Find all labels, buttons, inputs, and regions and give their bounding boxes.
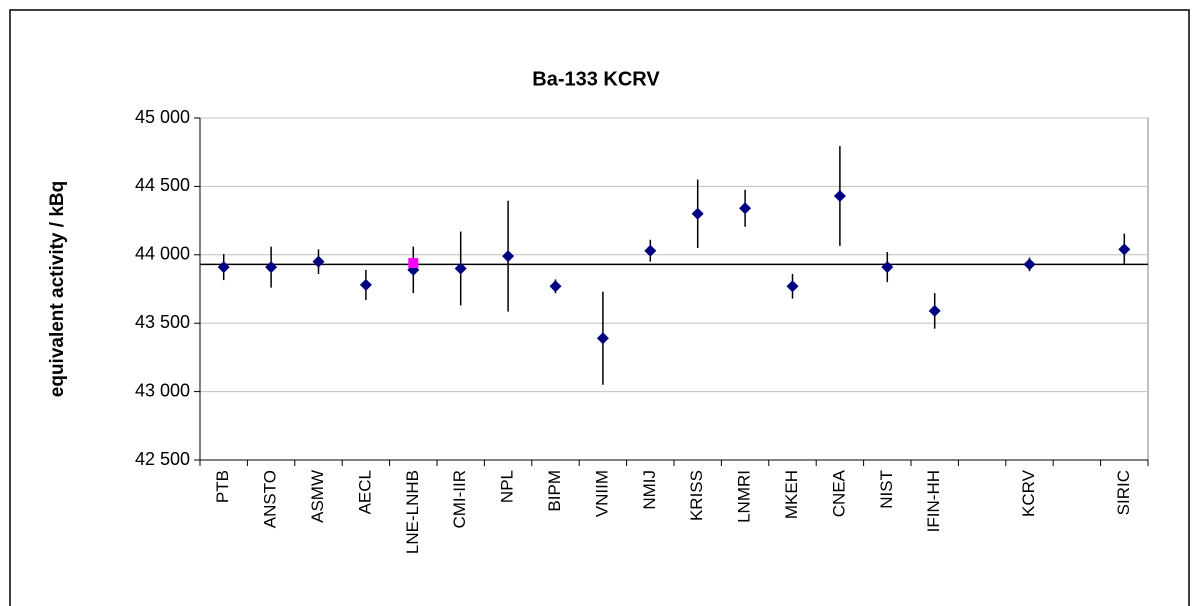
x-tick-label: KCRV [1019, 469, 1038, 517]
x-tick-label: AECL [355, 470, 374, 514]
marker [1118, 243, 1131, 256]
marker [502, 250, 515, 263]
marker [691, 207, 704, 220]
marker [1023, 258, 1036, 271]
x-tick-label: CNEA [829, 469, 848, 517]
y-tick-label: 44 500 [135, 175, 190, 195]
marker [549, 280, 562, 293]
x-tick-label: SIRIC [1114, 470, 1133, 515]
marker [596, 332, 609, 345]
x-tick-label: CMI-IIR [450, 470, 469, 529]
x-tick-label: ASMW [308, 470, 327, 523]
x-tick-label: NPL [498, 470, 517, 503]
x-tick-label: NMIJ [640, 470, 659, 510]
plot-area [199, 117, 1149, 461]
x-tick-label: KRISS [687, 470, 706, 521]
y-axis-label: equivalent activity / kBq [47, 181, 68, 397]
y-tick-label: 43 500 [135, 312, 190, 332]
marker [265, 261, 278, 274]
x-tick-label: ANSTO [261, 470, 280, 528]
x-tick-label: NIST [877, 470, 896, 509]
marker [881, 261, 894, 274]
marker [312, 255, 325, 268]
y-tick-label: 45 000 [135, 107, 190, 127]
y-tick-label: 43 000 [135, 380, 190, 400]
x-tick-label: BIPM [545, 470, 564, 512]
marker [408, 258, 419, 269]
marker [928, 304, 941, 317]
x-tick-label: VNIIM [592, 470, 611, 517]
marker [644, 244, 657, 257]
y-tick-label: 42 500 [135, 449, 190, 469]
marker [833, 189, 846, 202]
x-tick-label: LNE-LNHB [403, 470, 422, 554]
marker [739, 202, 752, 215]
marker [454, 262, 467, 275]
x-tick-label: PTB [213, 470, 232, 503]
x-tick-label: LNMRI [735, 470, 754, 523]
x-tick-label: MKEH [782, 470, 801, 519]
y-tick-label: 44 000 [135, 244, 190, 264]
marker [217, 261, 230, 274]
x-tick-label: IFIN-HH [924, 470, 943, 532]
marker [359, 278, 372, 291]
marker [786, 280, 799, 293]
chart-title: Ba-133 KCRV [532, 68, 660, 90]
